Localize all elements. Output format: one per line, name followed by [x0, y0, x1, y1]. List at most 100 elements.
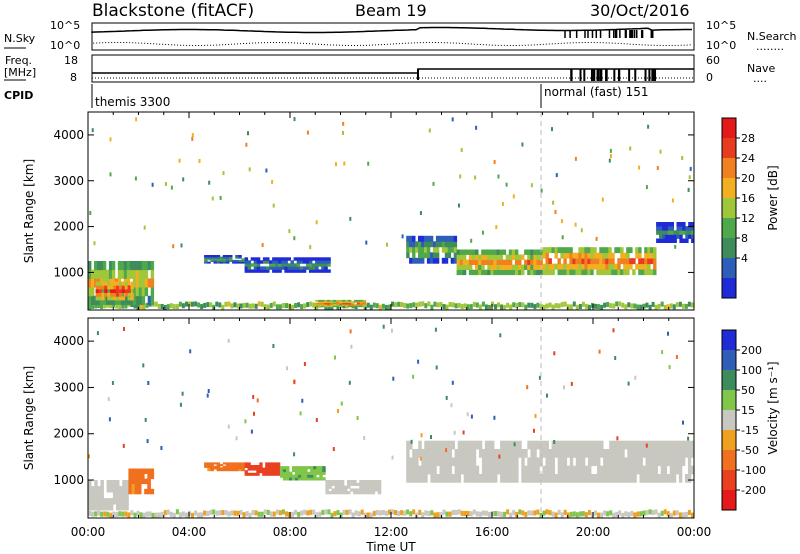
- echo-cell: [265, 472, 269, 476]
- echo-cell: [426, 235, 431, 242]
- echo-cell: [639, 465, 643, 475]
- echo-cell: [530, 457, 534, 467]
- ground-scatter-cell: [260, 301, 264, 307]
- echo-cell: [651, 457, 655, 467]
- echo-cell: [336, 302, 340, 305]
- echo-cell: [418, 257, 422, 264]
- ground-scatter-cell: [257, 301, 261, 307]
- echo-cell: [353, 480, 357, 484]
- echo-cell: [688, 226, 692, 231]
- ground-scatter-cell: [500, 304, 504, 310]
- echo-cell: [356, 299, 361, 302]
- echo-cell: [557, 263, 561, 270]
- echo-cell: [663, 474, 668, 483]
- echo-cell: [599, 269, 603, 276]
- echo-cell: [107, 292, 111, 297]
- echo-cell: [588, 440, 592, 450]
- echo-cell: [327, 299, 331, 302]
- echo-cell: [421, 257, 425, 264]
- echo-cell: [581, 252, 585, 259]
- echo-cell: [472, 259, 476, 265]
- ground-scatter-cell: [397, 510, 401, 516]
- echo-cell: [682, 226, 686, 231]
- echo-cell: [253, 260, 258, 264]
- echo-cell: [635, 247, 639, 254]
- echo-cell: [315, 304, 319, 306]
- echo-cell: [447, 235, 452, 242]
- echo-cell: [687, 440, 692, 450]
- echo-cell: [500, 440, 504, 450]
- echo-cell: [210, 255, 214, 257]
- ground-scatter-cell: [97, 303, 101, 308]
- echo-cell: [481, 465, 486, 475]
- echo-cell: [527, 254, 531, 260]
- echo-cell: [563, 263, 567, 270]
- echo-cell: [268, 470, 272, 474]
- echo-cell: [356, 491, 360, 495]
- echo-cell: [112, 498, 117, 505]
- echo-cell: [286, 468, 290, 473]
- echo-cell: [514, 259, 519, 265]
- echo-cell: [312, 266, 316, 270]
- ground-scatter-cell: [587, 510, 591, 516]
- echo-cell: [536, 269, 540, 276]
- echo-cell: [664, 234, 669, 239]
- echo-cell: [216, 465, 221, 468]
- echo-cell: [436, 440, 440, 450]
- speckle-cell: [561, 219, 563, 224]
- echo-cell: [213, 256, 217, 259]
- ground-scatter-cell: [554, 303, 558, 309]
- echo-cell: [515, 457, 519, 467]
- speckle-cell: [687, 187, 690, 192]
- echo-cell: [593, 247, 597, 254]
- echo-cell: [511, 269, 516, 276]
- ground-scatter-cell: [388, 509, 391, 515]
- ground-scatter-cell: [272, 511, 276, 517]
- ground-scatter-cell: [157, 512, 161, 518]
- ground-scatter-cell: [354, 510, 358, 516]
- echo-cell: [406, 246, 410, 253]
- echo-cell: [318, 304, 322, 306]
- ground-scatter-cell: [181, 303, 185, 309]
- echo-cell: [315, 257, 319, 261]
- speckle-cell: [412, 374, 415, 379]
- echo-cell: [365, 485, 369, 489]
- speckle-cell: [420, 433, 423, 438]
- speckle-cell: [530, 183, 533, 188]
- ground-scatter-cell: [509, 304, 513, 310]
- echo-cell: [447, 246, 452, 253]
- echo-cell: [299, 266, 304, 270]
- echo-cell: [279, 471, 284, 475]
- echo-cell: [484, 249, 488, 255]
- echo-cell: [412, 241, 416, 248]
- ground-scatter-cell: [306, 302, 310, 308]
- echo-cell: [327, 301, 331, 304]
- echo-cell: [439, 449, 443, 458]
- echo-cell: [124, 281, 128, 286]
- echo-cell: [98, 292, 102, 297]
- echo-cell: [241, 469, 245, 472]
- noise-panel-frame: [91, 22, 695, 51]
- echo-cell: [256, 472, 260, 476]
- echo-cell: [102, 269, 107, 279]
- echo-cell: [511, 249, 516, 255]
- echo-cell: [235, 464, 239, 467]
- echo-cell: [356, 488, 360, 492]
- echo-cell: [124, 288, 128, 293]
- ground-scatter-cell: [609, 510, 613, 516]
- ground-scatter-cell: [357, 511, 361, 517]
- ground-scatter-cell: [457, 302, 461, 308]
- ground-scatter-cell: [297, 302, 301, 308]
- ground-scatter-cell: [366, 302, 370, 308]
- ground-scatter-cell: [451, 302, 455, 308]
- echo-cell: [279, 474, 284, 478]
- echo-cell: [368, 491, 373, 495]
- colorbar-tick-label: 28: [741, 132, 755, 145]
- ground-scatter-cell: [345, 509, 349, 515]
- echo-cell: [426, 252, 431, 259]
- ground-scatter-cell: [294, 509, 297, 515]
- ground-scatter-cell: [148, 511, 152, 517]
- ground-scatter-cell: [484, 304, 488, 310]
- echo-cell: [687, 449, 692, 458]
